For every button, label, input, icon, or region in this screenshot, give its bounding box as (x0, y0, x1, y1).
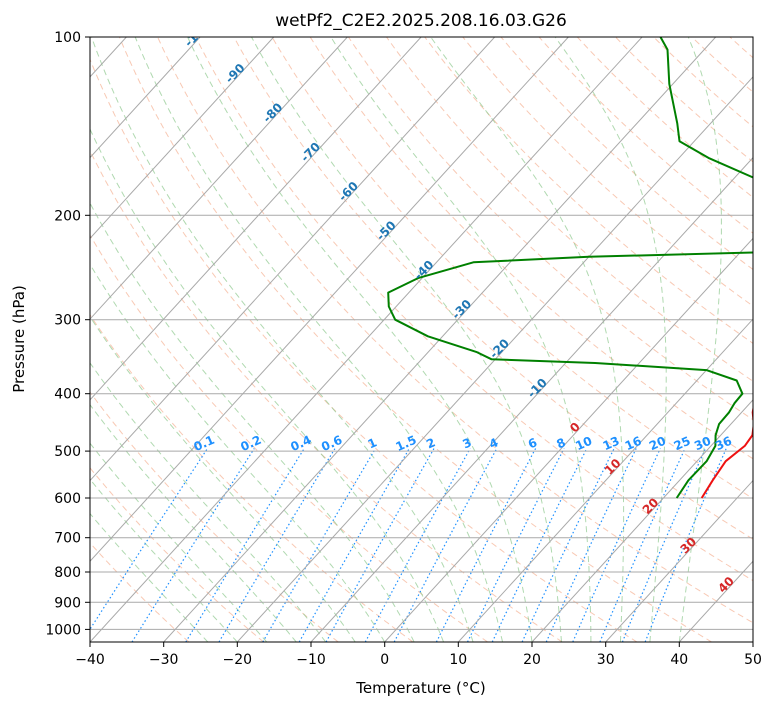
moist-adiabat (330, 37, 592, 642)
dry-adiabat (90, 149, 563, 642)
y-tick-label: 1000 (45, 622, 81, 638)
moist-adiabat (134, 37, 503, 642)
y-tick-label: 500 (54, 444, 81, 460)
y-tick-label: 700 (54, 531, 81, 547)
x-tick-label: 50 (744, 652, 762, 668)
y-axis-title: Pressure (hPa) (10, 285, 28, 393)
x-tick-label: −30 (149, 652, 179, 668)
mixing-ratio-label: 25 (672, 434, 693, 454)
moist-adiabat (90, 362, 327, 642)
x-tick-label: −20 (223, 652, 253, 668)
mixing-ratio-label: 10 (573, 434, 594, 454)
mixing-ratio-line (262, 448, 377, 642)
mixing-ratio-line (90, 448, 208, 631)
dry-adiabat (462, 37, 753, 307)
moist-adiabat (90, 263, 386, 642)
y-tick-label: 200 (54, 208, 81, 224)
x-tick-label: −40 (75, 652, 105, 668)
mixing-ratio-line (545, 448, 637, 642)
x-tick-label: 40 (670, 652, 688, 668)
moist-adiabat (91, 37, 474, 642)
dry-adiabat (424, 37, 753, 344)
isotherm (236, 76, 753, 642)
isobar-gridlines (90, 37, 753, 630)
isotherm (310, 156, 753, 642)
dry-adiabat (90, 58, 638, 642)
x-axis-ticks: −40 −30 −20 −10 0 10 20 30 40 50 (75, 642, 762, 668)
y-tick-label: 400 (54, 387, 81, 403)
moist-adiabats (90, 37, 722, 642)
x-axis-title: Temperature (°C) (355, 679, 485, 697)
dewpoint-profile-line (387, 37, 753, 499)
moist-adiabat (251, 37, 562, 642)
chart-title: wetPf2_C2E2.2025.208.16.03.G26 (275, 11, 567, 31)
mixing-ratio-label: 36 (713, 434, 734, 454)
moist-adiabat (430, 37, 625, 642)
mixing-ratio-labels: 0.1 0.2 0.4 0.6 1 1.5 2 3 4 6 8 10 13 16 20 25 30 36 (192, 433, 734, 454)
moist-adiabat (90, 315, 356, 642)
mixing-ratio-line (393, 448, 498, 642)
mixing-ratio-label: 20 (647, 434, 668, 454)
isotherm (90, 37, 275, 240)
isotherm (90, 37, 201, 159)
isotherm (457, 318, 753, 642)
y-tick-label: 100 (54, 30, 81, 46)
mixing-ratio-label: 30 (692, 434, 713, 454)
isotherm (90, 37, 569, 562)
moist-adiabat (187, 37, 533, 642)
dry-adiabat (90, 391, 339, 642)
mixing-ratio-line (364, 448, 471, 642)
isotherm (90, 37, 643, 642)
isotherm (531, 399, 753, 642)
x-tick-label: 0 (380, 652, 389, 668)
moist-adiabat (90, 127, 445, 642)
mixing-ratio-line (435, 448, 537, 642)
mixing-ratio-line (521, 448, 615, 642)
moist-adiabat (554, 37, 667, 642)
moist-adiabat (90, 403, 297, 642)
y-tick-label: 800 (54, 565, 81, 581)
isotherm (90, 37, 422, 401)
moist-adiabat (678, 37, 722, 642)
dry-adiabat (157, 37, 753, 624)
dry-adiabat (90, 542, 190, 642)
y-tick-label: 300 (54, 313, 81, 329)
dry-adiabat (385, 37, 753, 382)
isotherm (384, 237, 753, 642)
x-tick-label: 10 (449, 652, 467, 668)
y-axis-ticks: 1000 900 800 700 600 500 400 300 200 100 (45, 30, 90, 638)
x-tick-label: −10 (296, 652, 326, 668)
x-tick-label: 20 (523, 652, 541, 668)
isotherm (605, 479, 753, 642)
mixing-ratio-label: 13 (601, 434, 622, 454)
y-tick-label: 600 (54, 491, 81, 507)
isotherm (90, 37, 496, 482)
mixing-ratio-line (185, 448, 305, 642)
plot-frame (89, 36, 754, 643)
isotherm (90, 37, 348, 320)
x-tick-label: 30 (597, 652, 615, 668)
dry-adiabat (90, 467, 264, 642)
dry-adiabat (90, 234, 488, 642)
dry-adiabat (347, 37, 753, 421)
y-tick-label: 900 (54, 595, 81, 611)
mixing-ratio-label: 16 (623, 434, 644, 454)
dry-adiabat (118, 37, 712, 642)
